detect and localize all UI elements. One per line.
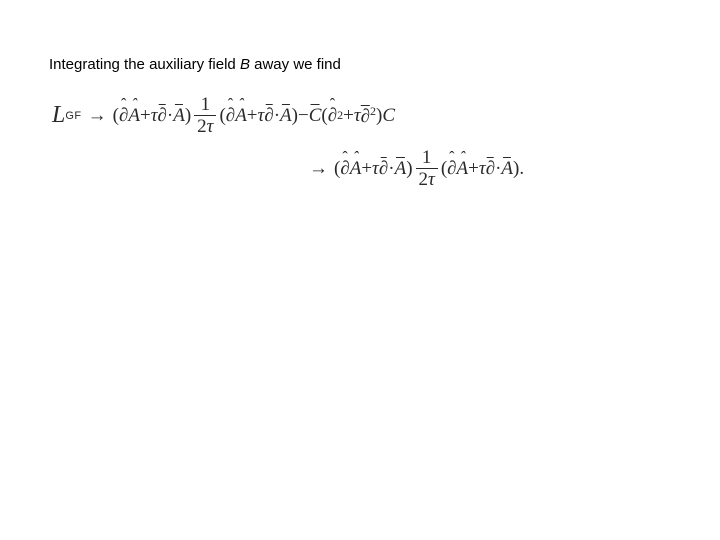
partial-bar-4: ∂ [486,158,495,180]
plus-4: + [361,158,372,180]
a-hat-2: ˆA [235,105,247,127]
partial-bar-2: ∂ [264,105,273,127]
a-hat-4: ˆA [457,158,469,180]
a-hat-1: ˆA [128,105,140,127]
partial-bar-sq: ∂ [361,106,370,128]
fraction-2-den: 2τ [416,169,438,189]
sq-2: 2 [370,104,376,118]
fraction-2: 1 2τ [416,148,438,189]
plus-2: + [247,105,258,127]
partial-hat-4: ˆ∂ [447,158,456,180]
tau-1: τ [151,105,158,127]
partial-hat-1: ˆ∂ [119,105,128,127]
equation-line-1: LGF → ( ˆ∂ˆA + τ∂ · A ) 1 2τ ( ˆ∂ˆA + τ∂… [52,95,395,136]
tau-5: τ [479,158,486,180]
c: C [382,105,395,127]
page: Integrating the auxiliary field B away w… [0,0,720,540]
tau-3: τ [354,105,361,127]
arrow-1: → [88,105,107,127]
equation-line-2: → ( ˆ∂ˆA + τ∂ · A ) 1 2τ ( ˆ∂ˆA + τ∂ · A… [303,148,524,189]
a-bar-3: A [395,158,407,180]
lagrangian-subscript: GF [65,110,81,122]
partial-hat-sq: ˆ∂ [328,105,337,127]
fraction-1-den: 2τ [194,116,216,136]
arrow-2: → [309,158,328,180]
plus-5: + [468,158,479,180]
partial-hat-2: ˆ∂ [226,105,235,127]
lagrangian-symbol: L [52,102,65,129]
a-bar-1: A [173,105,185,127]
c-bar: C [309,105,322,127]
tau-2: τ [258,105,265,127]
partial-bar-1: ∂ [158,105,167,127]
partial-bar-3: ∂ [379,158,388,180]
trailing-period: . [519,158,524,180]
tau-4: τ [372,158,379,180]
fraction-1: 1 2τ [194,95,216,136]
a-bar-4: A [501,158,513,180]
plus-1: + [140,105,151,127]
fraction-2-num: 1 [416,148,438,169]
intro-text: Integrating the auxiliary field B away w… [49,56,341,74]
a-hat-3: ˆA [350,158,362,180]
partial-hat-3: ˆ∂ [340,158,349,180]
plus-3: + [343,105,354,127]
a-bar-2: A [280,105,292,127]
intro-after: away we find [250,56,341,73]
fraction-1-num: 1 [194,95,216,116]
group-close-1: ) [185,105,191,127]
intro-variable: B [240,56,250,73]
intro-before: Integrating the auxiliary field [49,56,240,73]
minus-1: − [298,105,309,127]
group-close-4: ) [406,158,412,180]
